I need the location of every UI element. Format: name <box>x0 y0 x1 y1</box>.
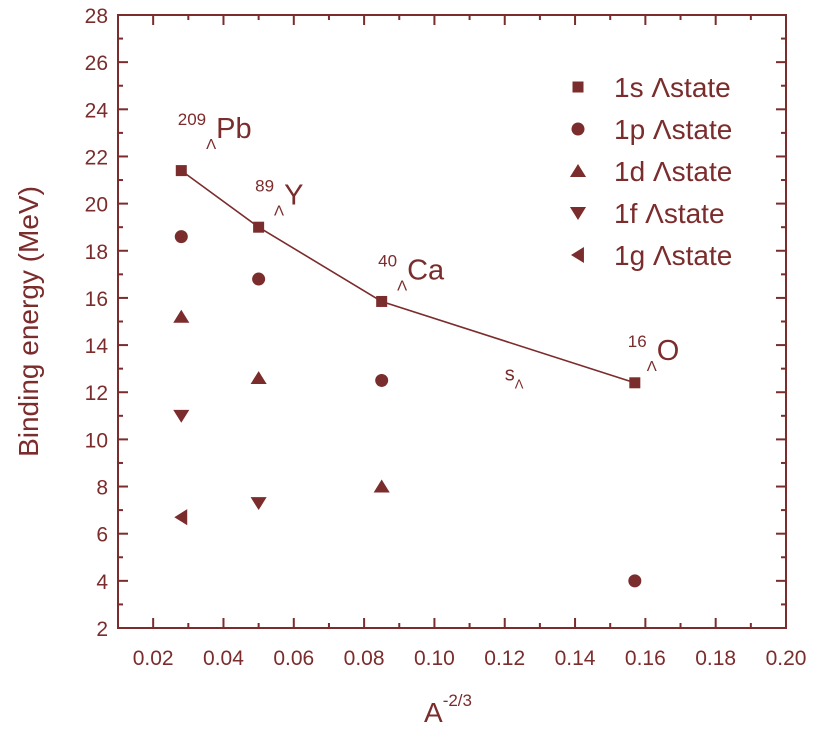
y-tick-label: 12 <box>85 382 108 405</box>
x-tick-label: 0.20 <box>766 647 807 670</box>
data-point-square <box>376 295 388 307</box>
x-tick-label: 0.12 <box>484 647 525 670</box>
y-tick-label: 2 <box>96 618 108 641</box>
x-tick-label: 0.18 <box>695 647 736 670</box>
x-tick-label: 0.14 <box>555 647 596 670</box>
y-tick-label: 6 <box>96 524 108 547</box>
nuclide-label: 40ΛCa <box>378 252 445 295</box>
nuclide-label-sup: 89 <box>255 176 274 195</box>
y-tick-label: 18 <box>85 241 108 264</box>
axes-group: 0.02 0.04 0.06 0.08 0.10 0.12 0.14 0.16 0.18 0.20… <box>85 5 807 670</box>
data-point-triangle-left <box>174 509 188 526</box>
y-tick-label: 20 <box>85 194 108 217</box>
data-point-circle <box>375 373 389 387</box>
nuclide-label-sub: Λ <box>515 376 524 391</box>
nuclide-label: 16ΛO <box>628 332 680 375</box>
y-axis-label: Binding energy (MeV) <box>13 186 44 457</box>
legend-entry: 1p Λstate <box>614 114 732 145</box>
x-axis-label-sup: -2/3 <box>443 691 472 710</box>
data-point-triangle-up <box>373 479 390 493</box>
x-tick-label: 0.02 <box>133 647 174 670</box>
nuclide-label-main: Pb <box>216 113 251 145</box>
y-tick-label: 16 <box>85 288 108 311</box>
y-tick-label: 24 <box>85 99 109 122</box>
nuclide-label-main: Y <box>284 179 303 211</box>
nuclide-label-sub: Λ <box>206 136 216 153</box>
data-point-circle <box>252 272 266 286</box>
legend-marker-square <box>572 81 584 93</box>
nuclide-label: 209ΛPb <box>178 110 252 153</box>
y-tick-label: 26 <box>85 52 108 75</box>
data-point-square <box>175 165 187 177</box>
nuclide-label-main: s <box>505 363 515 385</box>
x-axis-label-base: A <box>424 697 443 728</box>
legend-entry: 1g Λstate <box>614 240 732 271</box>
nuclide-label-sub: Λ <box>274 202 284 219</box>
nuclide-label-sup: 16 <box>628 332 647 351</box>
nuclide-label-main: O <box>657 335 680 367</box>
legend-entry: 1f Λstate <box>614 198 725 229</box>
legend-marker-circle <box>571 122 585 136</box>
data-point-triangle-down <box>173 409 190 423</box>
legend-marker-triangle-left <box>571 246 584 264</box>
nuclide-label-sub: Λ <box>397 278 407 295</box>
nuclide-label-sup: 40 <box>378 252 397 271</box>
x-tick-label: 0.10 <box>414 647 455 670</box>
nuclide-label-sub: Λ <box>647 358 657 375</box>
x-axis-label: A-2/3 <box>424 691 472 728</box>
data-point-circle <box>628 574 642 588</box>
plot-frame <box>117 14 787 629</box>
y-tick-label: 28 <box>85 5 108 28</box>
x-tick-label: 0.08 <box>344 647 385 670</box>
series-line-1 <box>180 169 636 384</box>
x-tick-label: 0.06 <box>273 647 314 670</box>
legend-entry: 1d Λstate <box>614 156 732 187</box>
legend-marker-triangle-up <box>569 164 587 177</box>
nuclide-label-main: Ca <box>407 255 445 287</box>
x-tick-label: 0.16 <box>625 647 666 670</box>
y-tick-label: 22 <box>85 146 108 169</box>
x-tick-label: 0.04 <box>203 647 244 670</box>
legend-entry: 1s Λstate <box>614 72 731 103</box>
nuclide-label: 89ΛY <box>255 176 303 219</box>
y-tick-label: 14 <box>85 335 109 358</box>
y-tick-label: 10 <box>85 429 108 452</box>
nuclide-label: sΛ <box>505 363 524 391</box>
data-point-square <box>253 221 265 233</box>
data-point-triangle-down <box>250 497 267 511</box>
legend-marker-triangle-down <box>569 207 587 220</box>
y-tick-label: 4 <box>96 571 108 594</box>
data-point-triangle-up <box>250 371 267 385</box>
y-tick-label: 8 <box>96 477 108 500</box>
data-marks <box>173 165 642 588</box>
legend: 1s Λstate 1p Λstate 1d Λstate 1f Λstate 1g Λ… <box>569 72 732 271</box>
data-point-square <box>629 377 641 389</box>
nuclide-label-sup: 209 <box>178 110 206 129</box>
data-point-triangle-up <box>173 309 190 323</box>
data-point-circle <box>174 230 188 244</box>
